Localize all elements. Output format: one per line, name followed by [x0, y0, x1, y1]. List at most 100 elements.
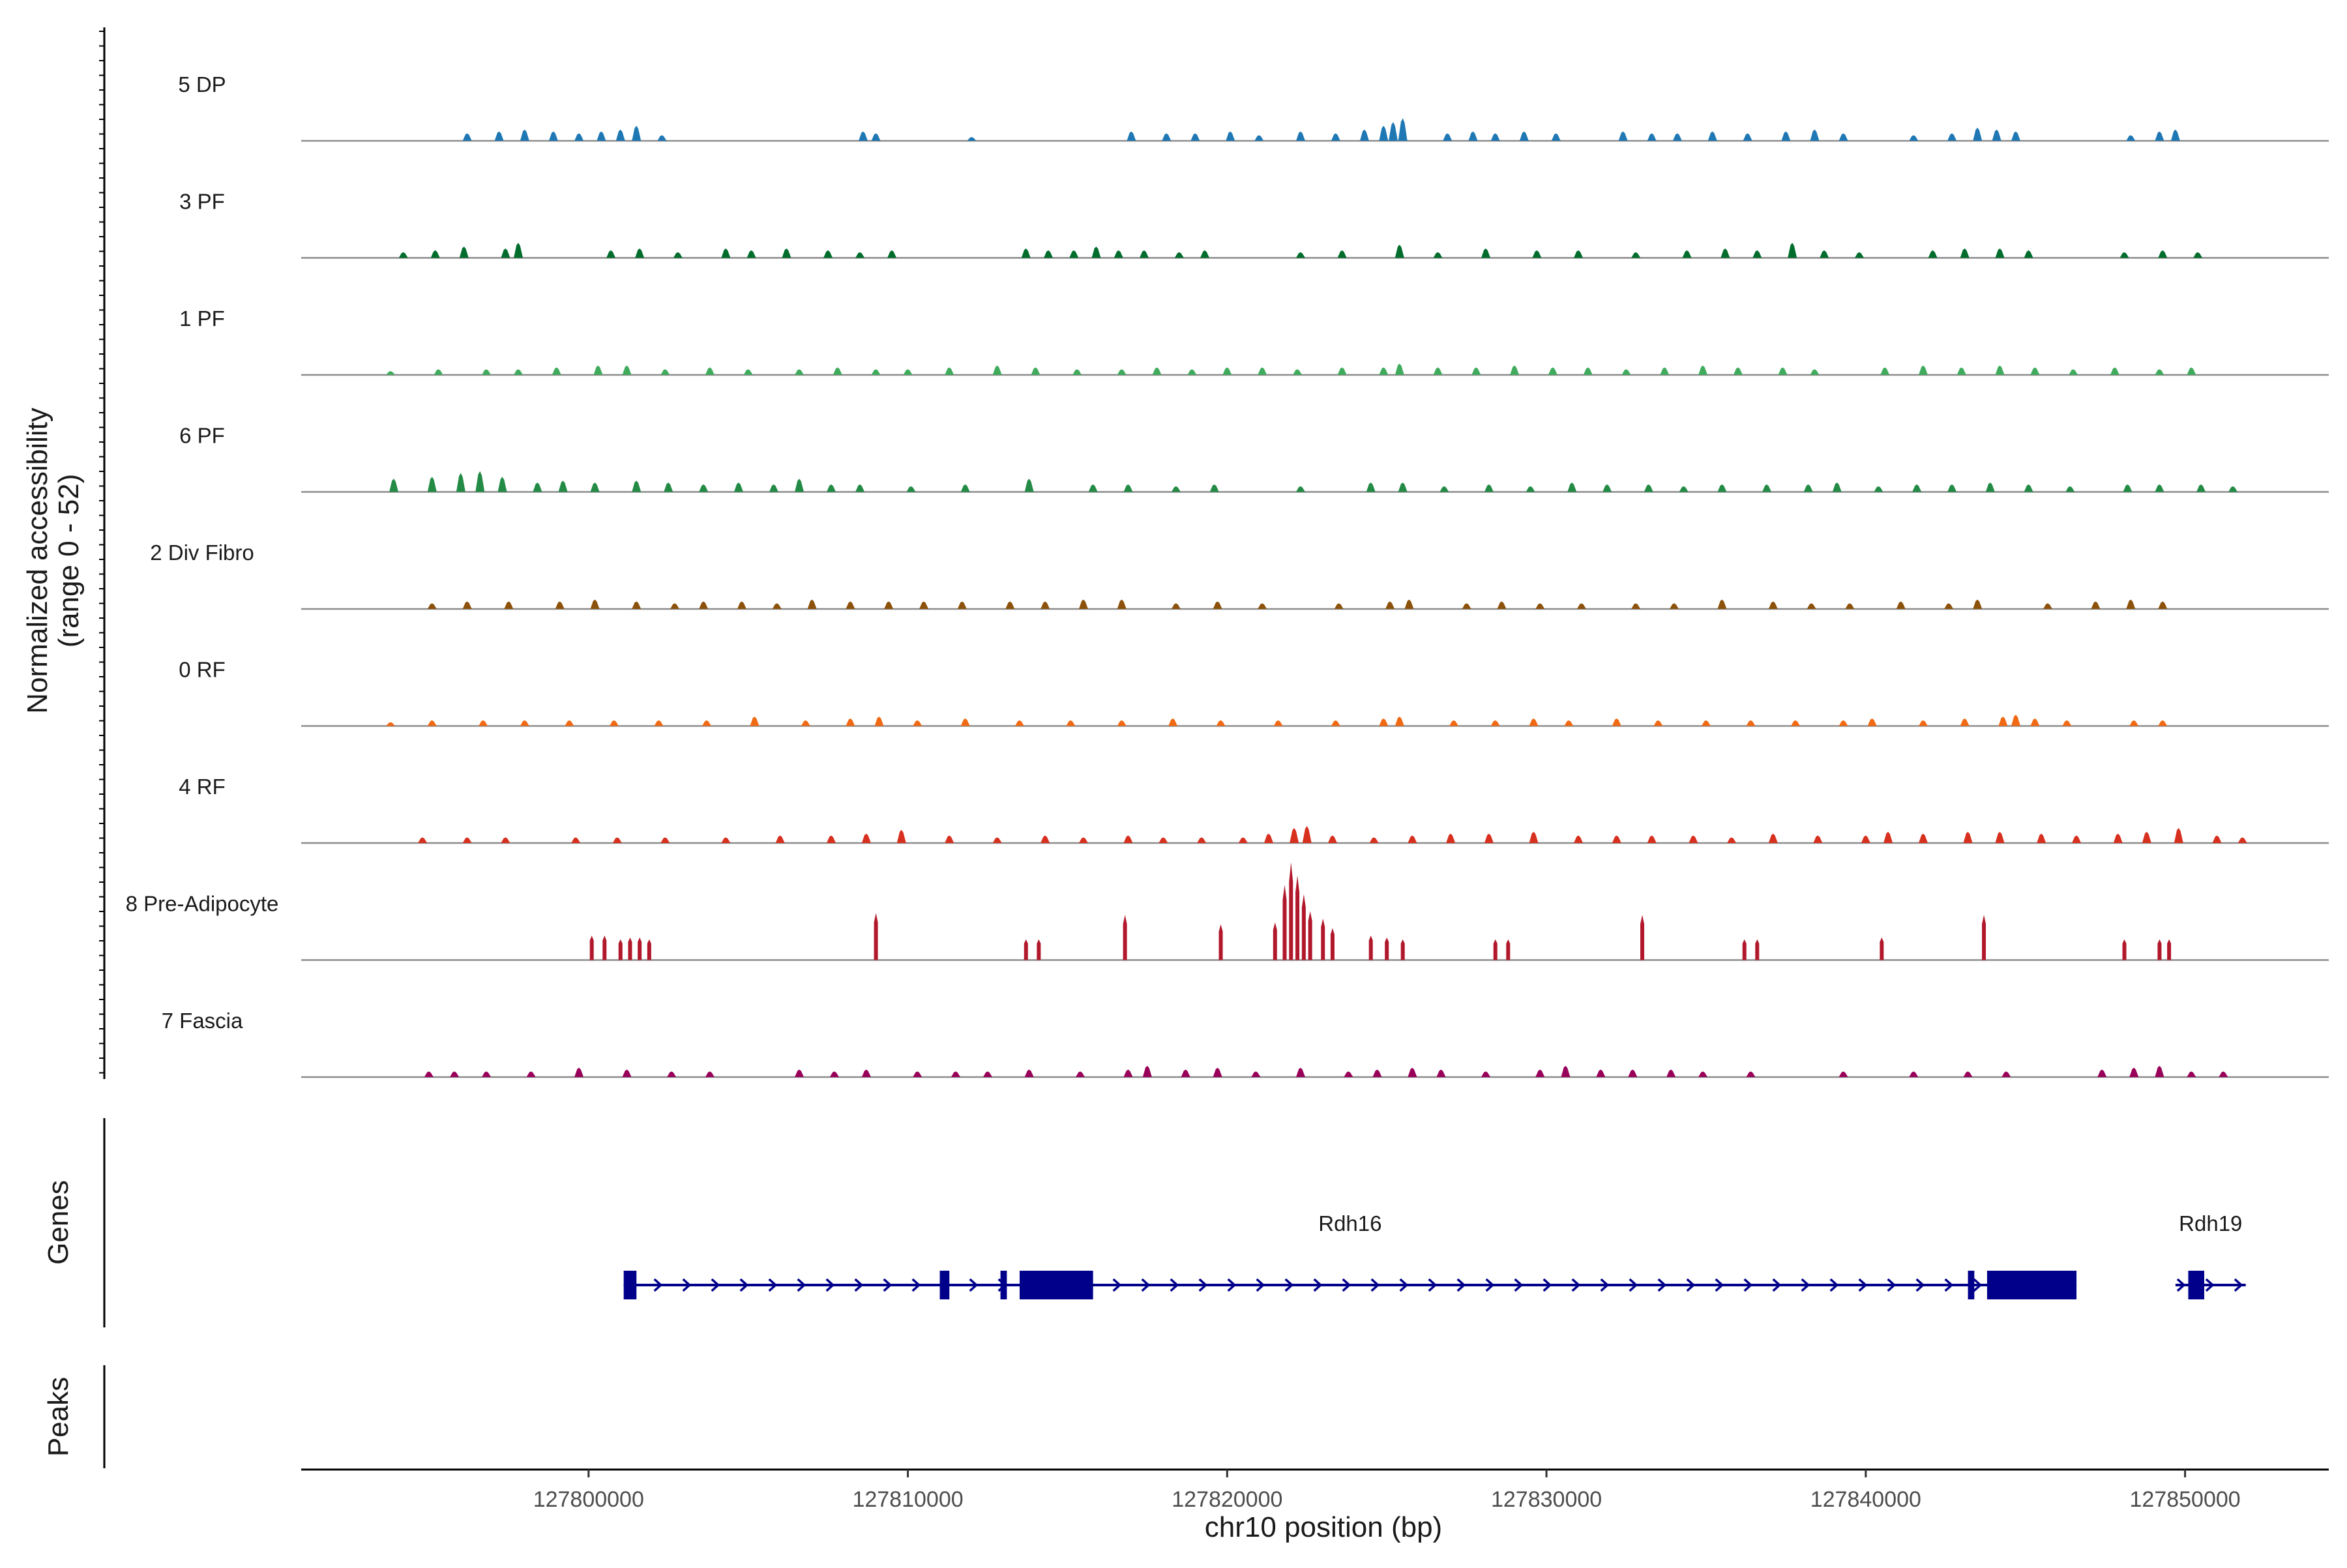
coverage-peak — [1168, 718, 1178, 726]
coverage-peak — [1187, 369, 1197, 375]
coverage-peak — [2158, 720, 2168, 726]
y-axis — [99, 27, 106, 1079]
coverage-peak — [1290, 827, 1299, 843]
coverage-peak — [2158, 250, 2168, 258]
coverage-peak — [1896, 601, 1906, 609]
coverage-peak — [1337, 250, 1347, 258]
coverage-peak — [2228, 486, 2238, 492]
coverage-peak — [1481, 1071, 1491, 1077]
coverage-peak — [670, 603, 680, 609]
coverage-peak — [1159, 837, 1168, 843]
coverage-peak — [1238, 837, 1248, 843]
coverage-peak — [386, 371, 396, 375]
coverage-peak — [622, 1069, 632, 1077]
coverage-peak — [1388, 122, 1398, 141]
coverage-peak — [1024, 939, 1028, 960]
coverage-peak — [1880, 937, 1884, 960]
strand-arrow — [1428, 1278, 1438, 1292]
coverage-peak — [1181, 1069, 1190, 1077]
coverage-peak — [1742, 939, 1747, 960]
coverage-peak — [654, 720, 664, 726]
coverage-peak — [552, 367, 561, 375]
coverage-peak — [1041, 835, 1050, 843]
coverage-peak — [1912, 484, 1922, 492]
coverage-peak — [1576, 603, 1586, 609]
coverage-peak — [2196, 484, 2206, 492]
genes-panel-label: Genes — [42, 1180, 74, 1265]
coverage-peak — [1152, 367, 1162, 375]
coverage-peak — [389, 479, 399, 492]
gene-exon — [1000, 1271, 1007, 1299]
coverage-peak — [733, 482, 743, 492]
coverage-peak — [1078, 599, 1088, 609]
coverage-peak — [1490, 720, 1500, 726]
coverage-peak — [1631, 252, 1641, 258]
coverage-peak — [1746, 720, 1756, 726]
track-label: 2 Div Fibro — [150, 540, 254, 565]
coverage-peak — [501, 837, 510, 843]
coverage-peak — [520, 720, 529, 726]
coverage-peak — [2129, 1067, 2139, 1077]
coverage-peak — [1960, 248, 1970, 258]
coverage-peak — [2030, 367, 2040, 375]
coverage-peak — [2237, 837, 2247, 843]
coverage-peak — [494, 131, 504, 141]
coverage-peak — [1295, 486, 1305, 492]
coverage-peak — [1041, 601, 1050, 609]
strand-arrow — [854, 1278, 864, 1292]
x-axis: 127800000 127810000 127820000 127830000 1278… — [301, 1468, 2329, 1512]
coverage-peak — [871, 133, 881, 141]
coverage-peak — [1123, 1069, 1133, 1077]
coverage-peak — [1289, 862, 1293, 960]
coverage-peak — [782, 248, 791, 258]
coverage-peak — [1321, 919, 1325, 960]
coverage-peak — [1037, 939, 1041, 960]
coverage-peak — [548, 131, 558, 141]
coverage-peak — [1861, 835, 1870, 843]
coverage-peak — [1621, 369, 1631, 375]
coverage-peak — [1672, 133, 1682, 141]
coverage-peak — [1574, 250, 1584, 258]
coverage-peak — [1679, 486, 1689, 492]
strand-arrow — [1170, 1278, 1179, 1292]
coverage-peak — [2155, 1065, 2164, 1077]
gene-exon — [1968, 1271, 1975, 1299]
y-axis-title: Normalized accessibility — [22, 407, 53, 713]
coverage-peak — [1379, 125, 1389, 141]
coverage-peak — [855, 484, 865, 492]
track-label: 6 PF — [179, 424, 225, 448]
coverage-peak — [1484, 484, 1494, 492]
coverage-peak — [1618, 131, 1628, 141]
coverage-peak — [1123, 484, 1133, 492]
strand-arrow — [653, 1278, 663, 1292]
strand-arrow — [1256, 1278, 1265, 1292]
coverage-peak — [1076, 1071, 1085, 1077]
coverage-peak — [1660, 367, 1670, 375]
coverage-peak — [1720, 248, 1730, 258]
coverage-peak — [1117, 599, 1127, 609]
coverage-peak — [2158, 601, 2168, 609]
coverage-peak — [1213, 601, 1222, 609]
coverage-peak — [1334, 603, 1344, 609]
coverage-peak — [1123, 915, 1127, 960]
coverage-peak — [1379, 367, 1389, 375]
strand-arrow — [1485, 1278, 1495, 1292]
coverage-peak — [1226, 131, 1235, 141]
strand-arrow — [1973, 1278, 1983, 1292]
coverage-peak — [1044, 250, 1054, 258]
coverage-peak — [1985, 482, 1995, 492]
coverage-peak — [1682, 250, 1692, 258]
coverage-peak — [638, 937, 642, 960]
coverage-peak — [1337, 367, 1347, 375]
x-axis-title: chr10 position (bp) — [1205, 1511, 1442, 1543]
coverage-peak — [1484, 833, 1494, 843]
strand-arrow — [1342, 1278, 1351, 1292]
coverage-peak — [462, 133, 472, 141]
coverage-peak — [1995, 365, 2005, 375]
coverage-peak — [462, 601, 472, 609]
coverage-peak — [628, 937, 632, 960]
coverage-peak — [1644, 484, 1653, 492]
track-label: 1 PF — [179, 306, 225, 331]
